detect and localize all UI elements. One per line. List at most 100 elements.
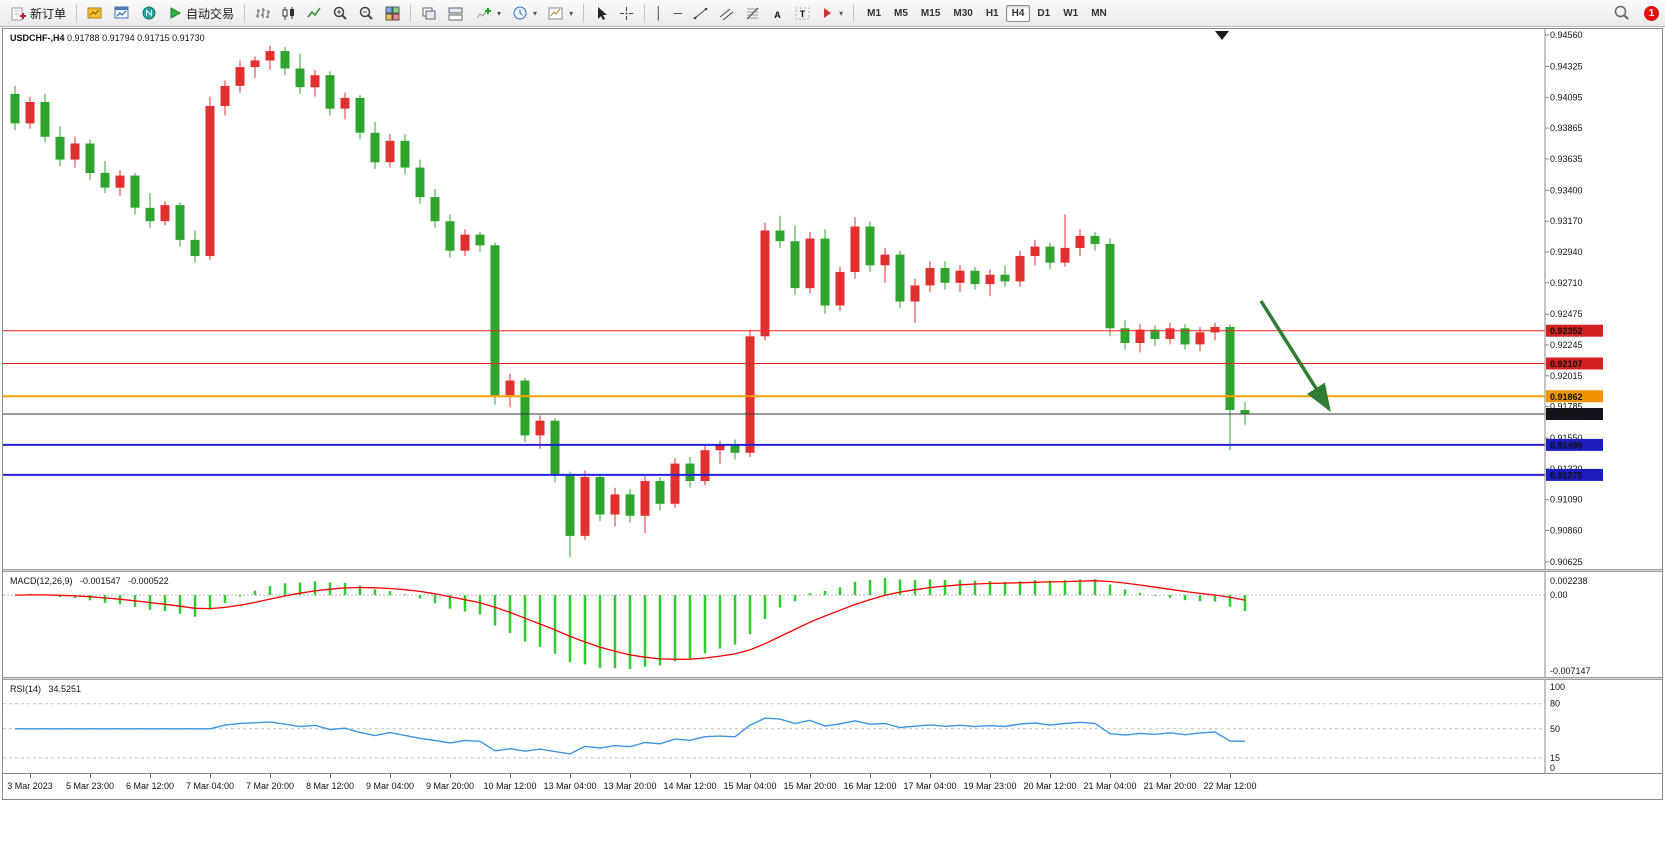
time-axis-label: 5 Mar 23:00	[65, 781, 115, 791]
zoom-in-button[interactable]	[328, 2, 353, 24]
timeframe-button-m30[interactable]: M30	[947, 5, 978, 22]
market-watch-button[interactable]	[82, 2, 108, 24]
trendline-button[interactable]	[688, 2, 713, 24]
time-axis-label: 13 Mar 04:00	[543, 781, 597, 791]
time-axis-label: 20 Mar 12:00	[1023, 781, 1077, 791]
separator	[410, 4, 412, 22]
periods-dropdown-button[interactable]: ▾	[507, 2, 542, 24]
market-watch-icon	[87, 5, 103, 21]
new-order-button[interactable]: 新订单	[6, 2, 71, 24]
vertical-line-icon: │	[655, 6, 663, 20]
tile-windows-button[interactable]	[380, 2, 405, 24]
timeframe-button-m5[interactable]: M5	[888, 5, 914, 22]
zoom-out-button[interactable]	[354, 2, 379, 24]
main-chart-plot[interactable]: 0.94560 0.94325 0.94095 0.93865 0.93635 0.934…	[3, 29, 1662, 569]
tile-windows-icon	[385, 6, 400, 21]
timeframe-button-m1[interactable]: M1	[861, 5, 887, 22]
time-axis-label: 10 Mar 12:00	[483, 781, 537, 791]
crosshair-icon	[619, 6, 634, 21]
svg-text:0.94095: 0.94095	[1550, 92, 1583, 102]
time-axis-label: 7 Mar 20:00	[245, 781, 295, 791]
horizontal-line-button[interactable]: ─	[669, 2, 688, 24]
notification-badge[interactable]: 1	[1644, 5, 1659, 21]
text-button[interactable]: A	[766, 2, 789, 24]
clock-icon	[512, 5, 528, 21]
time-pointer-marker[interactable]	[1215, 31, 1229, 40]
time-axis-label: 15 Mar 04:00	[723, 781, 777, 791]
templates-button[interactable]: ▾	[543, 2, 578, 24]
text-icon: A	[771, 6, 784, 21]
fibonacci-button[interactable]	[740, 2, 765, 24]
svg-text:0.91730: 0.91730	[1550, 410, 1583, 420]
cascade-windows-icon	[421, 6, 437, 21]
time-axis-label: 6 Mar 12:00	[125, 781, 175, 791]
text-label-button[interactable]: T	[790, 2, 815, 24]
time-axis[interactable]: 3 Mar 2023 5 Mar 23:00 6 Mar 12:00 7 Mar 04…	[3, 773, 1662, 799]
svg-text:0.92940: 0.92940	[1550, 247, 1583, 257]
autotrading-button[interactable]: 自动交易	[163, 2, 239, 24]
channel-icon	[719, 6, 734, 21]
search-button[interactable]	[1609, 2, 1635, 24]
timeframe-button-d1[interactable]: D1	[1031, 5, 1056, 22]
time-axis-tick	[1170, 774, 1171, 778]
chevron-down-icon: ▾	[839, 8, 844, 18]
new-order-icon	[11, 6, 26, 21]
time-axis-label: 17 Mar 04:00	[903, 781, 957, 791]
time-axis-tick	[1230, 774, 1231, 778]
time-axis-label: 13 Mar 20:00	[603, 781, 657, 791]
time-axis-tick	[390, 774, 391, 778]
timeframe-button-h4[interactable]: H4	[1005, 4, 1031, 22]
time-axis-tick	[810, 774, 811, 778]
new-order-label: 新订单	[30, 6, 67, 21]
line-chart-button[interactable]	[302, 2, 327, 24]
vertical-line-button[interactable]: │	[650, 2, 668, 24]
chart-window: USDCHF-,H4 0.91788 0.91794 0.91715 0.917…	[2, 28, 1663, 800]
time-axis-label: 8 Mar 12:00	[305, 781, 355, 791]
crosshair-button[interactable]	[614, 2, 639, 24]
svg-text:0.92352: 0.92352	[1550, 326, 1583, 336]
cascade-windows-button[interactable]	[416, 2, 442, 24]
time-axis-label: 22 Mar 12:00	[1203, 781, 1257, 791]
svg-text:100: 100	[1550, 682, 1565, 692]
time-axis-tick	[90, 774, 91, 778]
timeframe-button-mn[interactable]: MN	[1085, 5, 1113, 22]
separator	[644, 4, 646, 22]
svg-text:0.002238: 0.002238	[1550, 576, 1588, 586]
timeframe-button-h1[interactable]: H1	[980, 5, 1005, 22]
rsi-panel[interactable]: 100 80 50 150	[3, 680, 1662, 773]
time-axis-label: 14 Mar 12:00	[663, 781, 717, 791]
bar-chart-button[interactable]	[250, 2, 275, 24]
svg-text:0.93635: 0.93635	[1550, 154, 1583, 164]
svg-text:0.91275: 0.91275	[1550, 470, 1583, 480]
price-scale[interactable]	[1546, 29, 1662, 773]
separator	[583, 4, 585, 22]
data-window-icon	[114, 5, 130, 21]
chevron-down-icon: ▾	[533, 8, 538, 18]
indicators-button[interactable]: ▾	[470, 2, 506, 24]
equidistant-channel-button[interactable]	[714, 2, 739, 24]
tile-horizontal-button[interactable]	[443, 2, 469, 24]
time-axis-label: 9 Mar 20:00	[425, 781, 475, 791]
panel-splitter[interactable]	[3, 677, 1662, 680]
time-axis-label: 21 Mar 20:00	[1143, 781, 1197, 791]
macd-panel[interactable]: 0.002238 0.00 -0.007147	[3, 572, 1662, 677]
data-window-button[interactable]	[109, 2, 135, 24]
chevron-down-icon: ▾	[497, 8, 502, 18]
timeframe-button-w1[interactable]: W1	[1057, 5, 1084, 22]
text-label-icon: T	[795, 6, 810, 21]
time-axis-tick	[510, 774, 511, 778]
cursor-button[interactable]	[589, 2, 613, 24]
navigator-button[interactable]	[136, 2, 162, 24]
panel-splitter[interactable]	[3, 569, 1662, 572]
svg-text:0.90625: 0.90625	[1550, 557, 1583, 567]
time-axis-tick	[870, 774, 871, 778]
timeframe-toolbar: M1 M5 M15 M30 H1 H4 D1 W1 MN	[861, 4, 1113, 22]
time-axis-tick	[270, 774, 271, 778]
cursor-icon	[594, 6, 608, 21]
svg-text:0.91090: 0.91090	[1550, 495, 1583, 505]
arrows-dropdown-button[interactable]: ▾	[816, 2, 848, 24]
time-axis-tick	[990, 774, 991, 778]
svg-text:-0.007147: -0.007147	[1550, 666, 1591, 676]
timeframe-button-m15[interactable]: M15	[915, 5, 946, 22]
candlestick-chart-button[interactable]	[276, 2, 301, 24]
